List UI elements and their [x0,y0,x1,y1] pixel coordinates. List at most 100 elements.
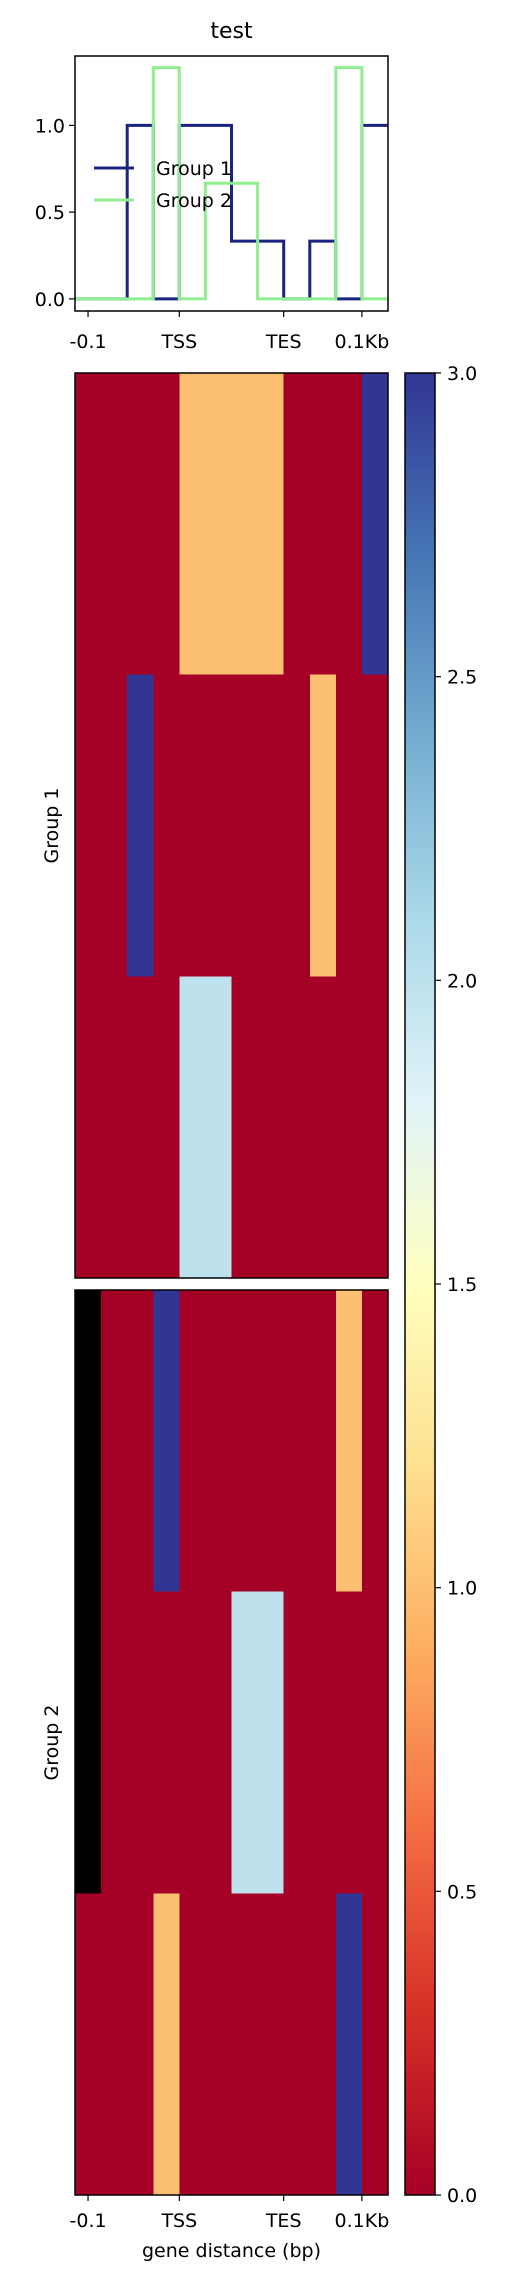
profile-y-tick-label: 0.0 [35,289,65,311]
heatmap-cell [335,1290,363,1593]
heatmap-cell [75,1591,102,1894]
heatmap-cell [153,674,180,977]
colorbar-tick-label: 2.5 [447,667,477,689]
heatmap-cell [309,1893,337,2196]
heatmap-cell [231,1290,259,1593]
heatmap-cell [179,1591,207,1894]
heatmap-cell [179,1290,207,1593]
heatmap-cell [283,976,311,1279]
heatmap-cell [361,1290,389,1593]
series-line-2 [75,66,388,301]
heatmap-cell [283,674,311,977]
heatmap-cell [179,976,207,1279]
heatmap-cell [361,1893,389,2196]
profile-x-tick-label: -0.1 [70,331,107,353]
heatmap-cell [205,1893,233,2196]
heatmap-cell [153,373,180,676]
heatmap-cell [335,373,363,676]
heatmap-cell [75,1290,102,1593]
heatmap-cell [127,1893,154,2196]
heatmap-cell [179,373,207,676]
heatmap-cell [361,674,389,977]
heatmap-cell [75,1893,102,2196]
heatmap-cell [127,1591,154,1894]
heatmap-cell [75,373,102,676]
heatmap-cell [283,1290,311,1593]
heatmap-x-axis-label: gene distance (bp) [142,2240,321,2262]
heatmap-cell [205,1290,233,1593]
heatmap-cell [231,1591,259,1894]
heatmap-cell [153,1893,180,2196]
heatmap-cell [127,674,154,977]
heatmap-cell [257,1893,285,2196]
heatmap-cell [127,373,154,676]
colorbar-fill [405,373,435,2195]
heatmap-cell [205,674,233,977]
heatmap-cell [309,1591,337,1894]
colorbar-tick-label: 3.0 [447,363,477,385]
profile-y-tick-label: 0.5 [35,202,65,224]
heatmap-cell [205,1591,233,1894]
heatmap-cell [205,373,233,676]
heatmap-cell [257,1290,285,1593]
heatmap-cell [257,976,285,1279]
heatmap-cell [127,976,154,1279]
colorbar-tick-label: 0.5 [447,1881,477,1903]
colorbar-tick-label: 0.0 [447,2185,477,2207]
heatmap-cell [257,674,285,977]
heatmap-cell [283,1893,311,2196]
heatmap-cell [257,373,285,676]
heatmap-x-tick-label: -0.1 [70,2210,107,2232]
heatmap-cell [75,976,102,1279]
profile-axes-frame [74,55,389,312]
heatmap-cell [309,1290,337,1593]
chart-title: test [210,19,253,44]
group-label: Group 1 [41,788,63,864]
heatmap-cell [361,373,389,676]
colorbar-tick-label: 1.0 [447,1578,477,1600]
heatmap-frame-2 [74,1289,389,2196]
colorbar-tick-label: 2.0 [447,970,477,992]
profile-x-tick-label: TES [265,331,302,353]
profile-x-tick-label: TSS [160,331,197,353]
heatmap-cell [335,1893,363,2196]
profile-x-tick-label: 0.1Kb [335,331,390,353]
heatmap-cell [231,976,259,1279]
heatmap-cell [231,373,259,676]
heatmap-cell [101,373,128,676]
heatmap-cell [361,1591,389,1894]
heatmap-cell [153,1591,180,1894]
heatmap-cell [257,1591,285,1894]
colorbar-tick-label: 1.5 [447,1274,477,1296]
heatmap-cell [231,674,259,977]
heatmap-cell [335,1591,363,1894]
heatmap-cell [153,976,180,1279]
heatmap-cell [179,1893,207,2196]
heatmap-cell [101,674,128,977]
heatmap-cell [153,1290,180,1593]
legend-label: Group 1 [156,158,232,180]
heatmap-x-tick-label: TSS [160,2210,197,2232]
heatmap-cell [309,976,337,1279]
heatmap-cell [309,674,337,977]
heatmap-cell [75,674,102,977]
heatmap-frame-1 [74,372,389,1279]
heatmap-cell [283,373,311,676]
series-line-1 [75,123,388,301]
heatmap-cell [101,1591,128,1894]
heatmap-cell [101,1290,128,1593]
group-label: Group 2 [41,1705,63,1781]
legend-label: Group 2 [156,190,232,212]
heatmap-cell [335,674,363,977]
heatmap-cell [127,1290,154,1593]
heatmap-cell [101,1893,128,2196]
heatmap-cell [361,976,389,1279]
heatmap-cell [101,976,128,1279]
heatmap-cell [309,373,337,676]
heatmap-x-tick-label: TES [265,2210,302,2232]
heatmap-cell [335,976,363,1279]
profile-y-tick-label: 1.0 [35,115,65,137]
heatmap-cell [205,976,233,1279]
heatmap-x-tick-label: 0.1Kb [335,2210,390,2232]
